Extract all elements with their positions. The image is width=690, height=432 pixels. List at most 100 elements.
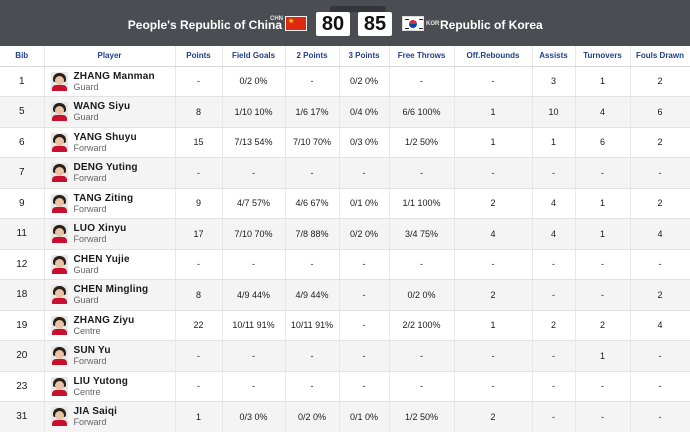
points-cell: - bbox=[175, 340, 223, 372]
turnovers-cell: 6 bbox=[575, 127, 631, 158]
assists-cell: - bbox=[532, 157, 576, 189]
player-avatar bbox=[50, 102, 68, 122]
bib-cell: 5 bbox=[0, 96, 45, 128]
player-cell[interactable]: ZHANG Manman Guard bbox=[44, 66, 176, 97]
fouls-drawn-cell: 4 bbox=[630, 310, 690, 341]
player-name[interactable]: CHEN Yujie bbox=[73, 253, 130, 265]
column-header-field-goals[interactable]: Field Goals bbox=[222, 46, 286, 67]
table-row[interactable]: 7 DENG Yuting Forward --------- bbox=[0, 157, 690, 189]
table-row[interactable]: 11 LUO Xinyu Forward 17 7/10 70% 7/8 88% 0/… bbox=[0, 218, 690, 250]
free-throws-cell: - bbox=[389, 249, 455, 280]
column-header-turnovers[interactable]: Turnovers bbox=[575, 46, 631, 67]
two-points-cell: 4/9 44% bbox=[285, 279, 340, 311]
player-cell[interactable]: CHEN Mingling Guard bbox=[44, 279, 176, 311]
player-avatar bbox=[50, 285, 68, 305]
table-row[interactable]: 19 ZHANG Ziyu Centre 22 10/11 91% 10/11 91… bbox=[0, 310, 690, 341]
korea-flag-icon bbox=[402, 16, 424, 31]
player-position: Guard bbox=[73, 112, 99, 123]
three-points-cell: - bbox=[339, 157, 390, 189]
field-goals-cell: - bbox=[222, 249, 286, 280]
off-rebounds-cell: - bbox=[454, 371, 533, 402]
bib-cell: 31 bbox=[0, 401, 45, 432]
assists-cell: - bbox=[532, 249, 576, 280]
player-name[interactable]: DENG Yuting bbox=[73, 162, 138, 174]
column-header-3-points[interactable]: 3 Points bbox=[339, 46, 390, 67]
free-throws-cell: 6/6 100% bbox=[389, 96, 455, 128]
table-row[interactable]: 1 ZHANG Manman Guard -0/2 0% -0/2 0% - -3 1 2 bbox=[0, 66, 690, 97]
table-row[interactable]: 20 SUN Yu Forward -------1- bbox=[0, 340, 690, 372]
two-points-cell: - bbox=[285, 249, 340, 280]
two-points-cell: - bbox=[285, 371, 340, 402]
bib-cell: 7 bbox=[0, 157, 45, 189]
player-name[interactable]: CHEN Mingling bbox=[73, 284, 149, 296]
player-name[interactable]: LUO Xinyu bbox=[73, 223, 127, 235]
table-row[interactable]: 6 YANG Shuyu Forward 15 7/13 54% 7/10 70% 0… bbox=[0, 127, 690, 158]
player-name[interactable]: LIU Yutong bbox=[73, 375, 129, 387]
table-row[interactable]: 9 TANG Ziting Forward 9 4/7 57% 4/6 67% 0/1… bbox=[0, 188, 690, 219]
off-rebounds-cell: 1 bbox=[454, 96, 533, 128]
player-name[interactable]: SUN Yu bbox=[73, 345, 111, 357]
scoreboard-header: People's Republic of China CHN ★ 80 85 K… bbox=[0, 0, 690, 46]
points-cell: - bbox=[175, 371, 223, 402]
off-rebounds-cell: 4 bbox=[454, 218, 533, 250]
player-avatar bbox=[50, 376, 68, 396]
player-avatar bbox=[50, 132, 68, 152]
column-header-off-rebounds[interactable]: Off.Rebounds bbox=[454, 46, 533, 67]
fouls-drawn-cell: 2 bbox=[630, 127, 690, 158]
column-header-points[interactable]: Points bbox=[175, 46, 223, 67]
player-cell[interactable]: YANG Shuyu Forward bbox=[44, 127, 176, 158]
free-throws-cell: - bbox=[389, 66, 455, 97]
player-name[interactable]: TANG Ziting bbox=[73, 192, 134, 204]
field-goals-cell: 10/11 91% bbox=[222, 310, 286, 341]
table-row[interactable]: 23 LIU Yutong Centre --------- bbox=[0, 371, 690, 402]
player-cell[interactable]: TANG Ziting Forward bbox=[44, 188, 176, 219]
off-rebounds-cell: 1 bbox=[454, 310, 533, 341]
off-rebounds-cell: - bbox=[454, 340, 533, 372]
turnovers-cell: 2 bbox=[575, 310, 631, 341]
away-team-code: KOR bbox=[426, 21, 440, 27]
column-header-2-points[interactable]: 2 Points bbox=[285, 46, 340, 67]
column-header-assists[interactable]: Assists bbox=[532, 46, 576, 67]
player-name[interactable]: JIA Saiqi bbox=[73, 406, 118, 418]
player-cell[interactable]: WANG Siyu Guard bbox=[44, 96, 176, 128]
bib-cell: 23 bbox=[0, 371, 45, 402]
column-header-bib[interactable]: Bib bbox=[0, 46, 45, 67]
field-goals-cell: 7/10 70% bbox=[222, 218, 286, 250]
player-name[interactable]: YANG Shuyu bbox=[73, 131, 137, 143]
free-throws-cell: 2/2 100% bbox=[389, 310, 455, 341]
player-name[interactable]: WANG Siyu bbox=[73, 101, 131, 113]
fouls-drawn-cell: - bbox=[630, 249, 690, 280]
column-header-fouls-drawn[interactable]: Fouls Drawn bbox=[630, 46, 690, 67]
player-position: Centre bbox=[73, 386, 101, 397]
player-name[interactable]: ZHANG Ziyu bbox=[73, 314, 135, 326]
table-row[interactable]: 31 JIA Saiqi Forward 1 0/3 0% 0/2 0% 0/1 0%… bbox=[0, 401, 690, 432]
player-cell[interactable]: LUO Xinyu Forward bbox=[44, 218, 176, 250]
player-cell[interactable]: SUN Yu Forward bbox=[44, 340, 176, 372]
free-throws-cell: 3/4 75% bbox=[389, 218, 455, 250]
field-goals-cell: 0/2 0% bbox=[222, 66, 286, 97]
off-rebounds-cell: 2 bbox=[454, 401, 533, 432]
column-header-free-throws[interactable]: Free Throws bbox=[389, 46, 455, 67]
home-score: 80 bbox=[316, 12, 350, 36]
assists-cell: - bbox=[532, 371, 576, 402]
player-avatar bbox=[50, 254, 68, 274]
points-cell: 22 bbox=[175, 310, 223, 341]
player-cell[interactable]: DENG Yuting Forward bbox=[44, 157, 176, 189]
column-header-player[interactable]: Player bbox=[44, 46, 176, 67]
player-avatar bbox=[50, 224, 68, 244]
two-points-cell: 1/6 17% bbox=[285, 96, 340, 128]
turnovers-cell: - bbox=[575, 401, 631, 432]
player-cell[interactable]: JIA Saiqi Forward bbox=[44, 401, 176, 432]
player-cell[interactable]: ZHANG Ziyu Centre bbox=[44, 310, 176, 341]
player-cell[interactable]: LIU Yutong Centre bbox=[44, 371, 176, 402]
player-position: Forward bbox=[73, 203, 107, 214]
player-avatar bbox=[50, 193, 68, 213]
player-cell[interactable]: CHEN Yujie Guard bbox=[44, 249, 176, 280]
points-cell: 9 bbox=[175, 188, 223, 219]
table-row[interactable]: 5 WANG Siyu Guard 8 1/10 10% 1/6 17% 0/4 0%… bbox=[0, 96, 690, 128]
player-name[interactable]: ZHANG Manman bbox=[73, 70, 155, 82]
table-row[interactable]: 18 CHEN Mingling Guard 8 4/9 44% 4/9 44% -0… bbox=[0, 279, 690, 311]
table-row[interactable]: 12 CHEN Yujie Guard --------- bbox=[0, 249, 690, 280]
fouls-drawn-cell: - bbox=[630, 401, 690, 432]
home-team-name: People's Republic of China bbox=[127, 18, 282, 32]
